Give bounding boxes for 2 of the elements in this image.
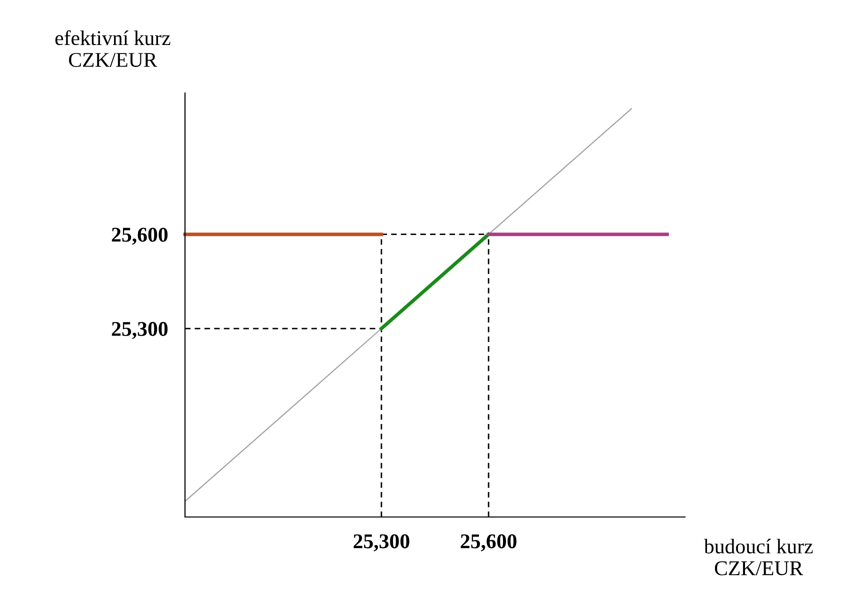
y-axis-title: efektivní kurz CZK/EUR bbox=[55, 30, 170, 67]
x-axis-title: budoucí kurz CZK/EUR bbox=[704, 538, 813, 576]
